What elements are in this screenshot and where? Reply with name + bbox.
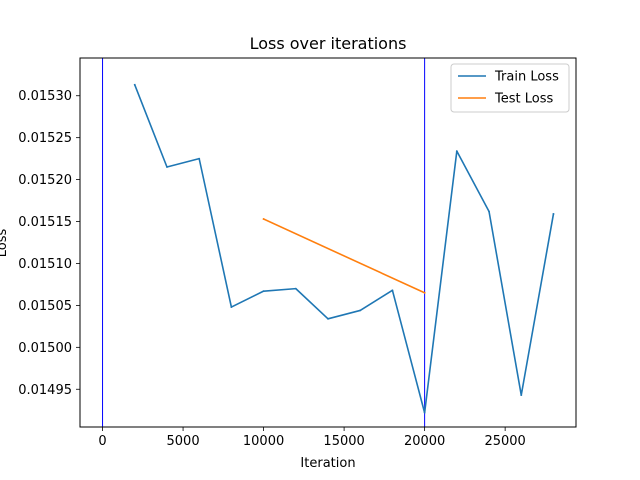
y-tick-label: 0.01500 <box>18 341 72 356</box>
series-lines <box>133 83 555 414</box>
y-tick-label: 0.01515 <box>18 215 72 230</box>
data-point-0-13 <box>552 213 555 215</box>
y-tick-label: 0.01520 <box>18 173 72 188</box>
x-tick-label: 20000 <box>404 434 445 449</box>
data-point-0-12 <box>520 394 523 397</box>
y-tick-label: 0.01505 <box>18 299 72 314</box>
x-tick-label: 0 <box>98 434 106 449</box>
x-tick-label: 10000 <box>243 434 284 449</box>
y-tick-label: 0.01495 <box>18 383 72 398</box>
vertical-lines <box>102 58 426 427</box>
series-line-1 <box>262 217 426 294</box>
data-point-0-9 <box>423 411 426 414</box>
data-point-0-7 <box>359 309 362 312</box>
data-point-0-0 <box>133 83 136 86</box>
x-tick-label: 5000 <box>167 434 200 449</box>
data-point-0-6 <box>327 317 329 320</box>
y-axis-ticks: 0.01495 0.01500 0.01505 0.01510 0.01515 0.015… <box>18 89 80 398</box>
data-point-0-10 <box>455 150 458 152</box>
y-tick-label: 0.01510 <box>18 257 72 272</box>
x-tick-label: 15000 <box>323 434 364 449</box>
data-point-0-2 <box>198 157 201 160</box>
plot-frame <box>79 57 577 428</box>
y-axis-label: Loss <box>0 229 10 258</box>
y-tick-label: 0.01530 <box>18 89 72 104</box>
plot-area <box>79 57 577 428</box>
plot-background <box>80 58 576 427</box>
data-point-1-0 <box>262 218 265 220</box>
legend-train-loss-label: Train Loss <box>494 70 559 85</box>
data-point-0-3 <box>230 306 233 308</box>
x-axis-ticks: 0 5000 10000 15000 20000 25000 <box>98 427 526 449</box>
data-point-0-8 <box>391 289 394 292</box>
chart-title: Loss over iterations <box>250 34 407 53</box>
legend-test-loss-label: Test Loss <box>494 92 553 107</box>
x-tick-label: 25000 <box>484 434 525 449</box>
data-point-0-5 <box>294 287 297 290</box>
data-point-0-1 <box>166 166 168 168</box>
y-tick-label: 0.01525 <box>18 131 72 146</box>
series-line-0 <box>133 83 555 414</box>
data-point-0-11 <box>488 210 490 213</box>
x-axis-label: Iteration <box>300 456 355 471</box>
legend: Train Loss Test Loss <box>450 63 570 113</box>
data-point-0-4 <box>262 290 265 293</box>
data-point-1-1 <box>423 291 426 294</box>
